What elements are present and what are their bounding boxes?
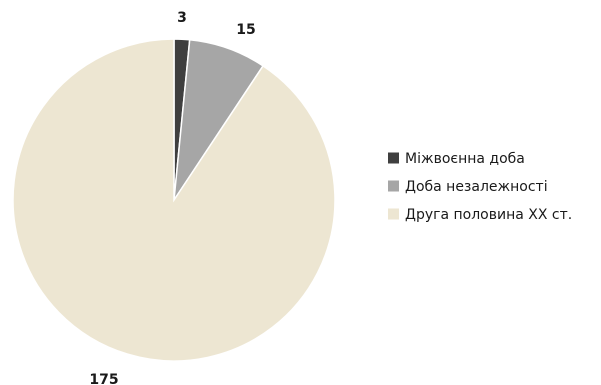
- pie-slices: [12, 38, 336, 362]
- data-label-1: 3: [177, 10, 187, 26]
- legend-swatch-1: [388, 152, 399, 164]
- legend-swatch-3: [388, 208, 399, 220]
- legend-swatch-2: [388, 180, 399, 192]
- legend: Міжвоєнна доба Доба незалежності Друга пол…: [388, 151, 572, 223]
- legend-label-2: Доба незалежності: [405, 179, 548, 195]
- legend-label-3: Друга половина XX ст.: [405, 207, 572, 223]
- pie-slice-3: [12, 38, 336, 362]
- pie-data-labels: 3 15 175: [89, 10, 255, 385]
- legend-label-1: Міжвоєнна доба: [405, 151, 525, 167]
- data-label-2: 15: [236, 22, 255, 38]
- data-label-3: 175: [89, 372, 118, 385]
